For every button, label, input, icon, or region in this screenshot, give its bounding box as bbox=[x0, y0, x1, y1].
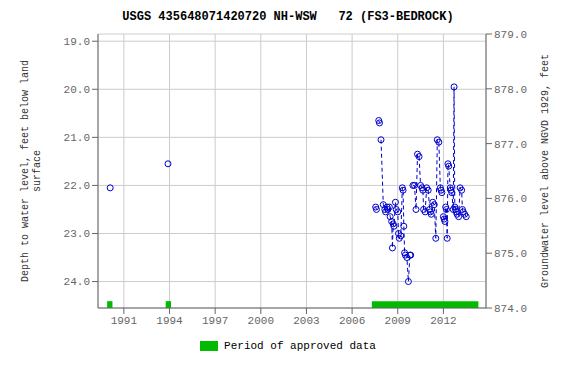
svg-text:878.0: 878.0 bbox=[494, 84, 527, 96]
svg-text:1991: 1991 bbox=[111, 315, 138, 327]
svg-text:875.0: 875.0 bbox=[494, 248, 527, 260]
svg-text:20.0: 20.0 bbox=[64, 84, 90, 96]
html-text:Period of approved data: Period of approved data bbox=[224, 340, 376, 352]
svg-text:Depth to water level, feet bel: Depth to water level, feet below landsur… bbox=[20, 60, 43, 282]
svg-text:2009: 2009 bbox=[385, 315, 411, 327]
svg-text:21.0: 21.0 bbox=[64, 132, 90, 144]
svg-text:Groundwater level above NGVD 1: Groundwater level above NGVD 1929, feet bbox=[540, 54, 551, 288]
svg-text:877.0: 877.0 bbox=[494, 139, 527, 151]
svg-text:24.0: 24.0 bbox=[64, 276, 90, 288]
svg-text:2003: 2003 bbox=[293, 315, 319, 327]
svg-text:2006: 2006 bbox=[339, 315, 365, 327]
svg-text:22.0: 22.0 bbox=[64, 180, 90, 192]
svg-text:874.0: 874.0 bbox=[494, 303, 527, 315]
svg-text:876.0: 876.0 bbox=[494, 193, 527, 205]
svg-text:2000: 2000 bbox=[248, 315, 274, 327]
svg-text:1997: 1997 bbox=[202, 315, 228, 327]
svg-text:23.0: 23.0 bbox=[64, 228, 90, 240]
svg-text:2012: 2012 bbox=[430, 315, 456, 327]
svg-text:1994: 1994 bbox=[156, 315, 183, 327]
html-text:USGS 435648071420720 NH-WSW 72: USGS 435648071420720 NH-WSW 72 (FS3-BEDR… bbox=[122, 10, 454, 24]
svg-text:879.0: 879.0 bbox=[494, 29, 527, 41]
svg-text:19.0: 19.0 bbox=[64, 36, 90, 48]
